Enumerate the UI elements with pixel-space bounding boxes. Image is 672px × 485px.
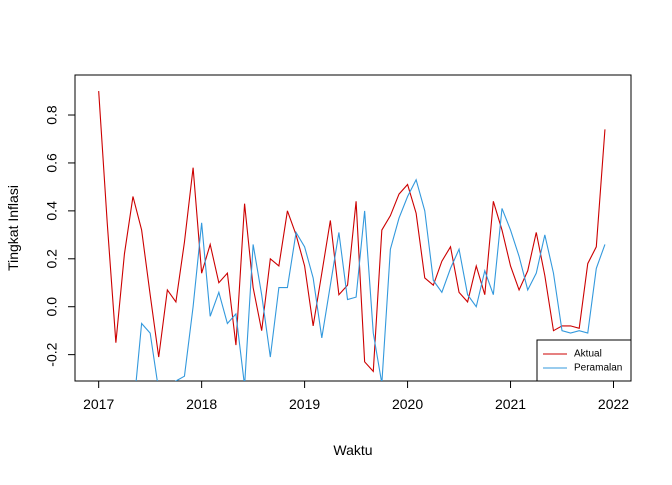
x-tick-label: 2022	[598, 396, 629, 412]
y-tick-label: 0.0	[44, 297, 60, 317]
x-tick-label: 2020	[392, 396, 423, 412]
legend-label: Aktual	[574, 349, 602, 360]
series-line	[98, 91, 606, 373]
x-tick-label: 2017	[83, 396, 114, 412]
y-tick-label: 0.4	[44, 201, 60, 221]
x-tick-label: 2021	[495, 396, 526, 412]
y-tick-label: 0.2	[44, 249, 60, 269]
x-tick-label: 2018	[186, 396, 217, 412]
y-axis-label: Tingkat Inflasi	[5, 185, 21, 271]
x-tick-label: 2019	[289, 396, 320, 412]
y-tick-label: 0.6	[44, 153, 60, 173]
plot-area	[98, 91, 606, 381]
series-line	[135, 178, 606, 381]
y-tick-label: 0.8	[44, 105, 60, 125]
legend-label: Peramalan	[574, 363, 622, 374]
plot-box	[74, 74, 632, 382]
x-axis-label: Waktu	[333, 442, 372, 458]
legend-box	[536, 339, 632, 382]
y-tick-label: -0.2	[44, 342, 60, 366]
